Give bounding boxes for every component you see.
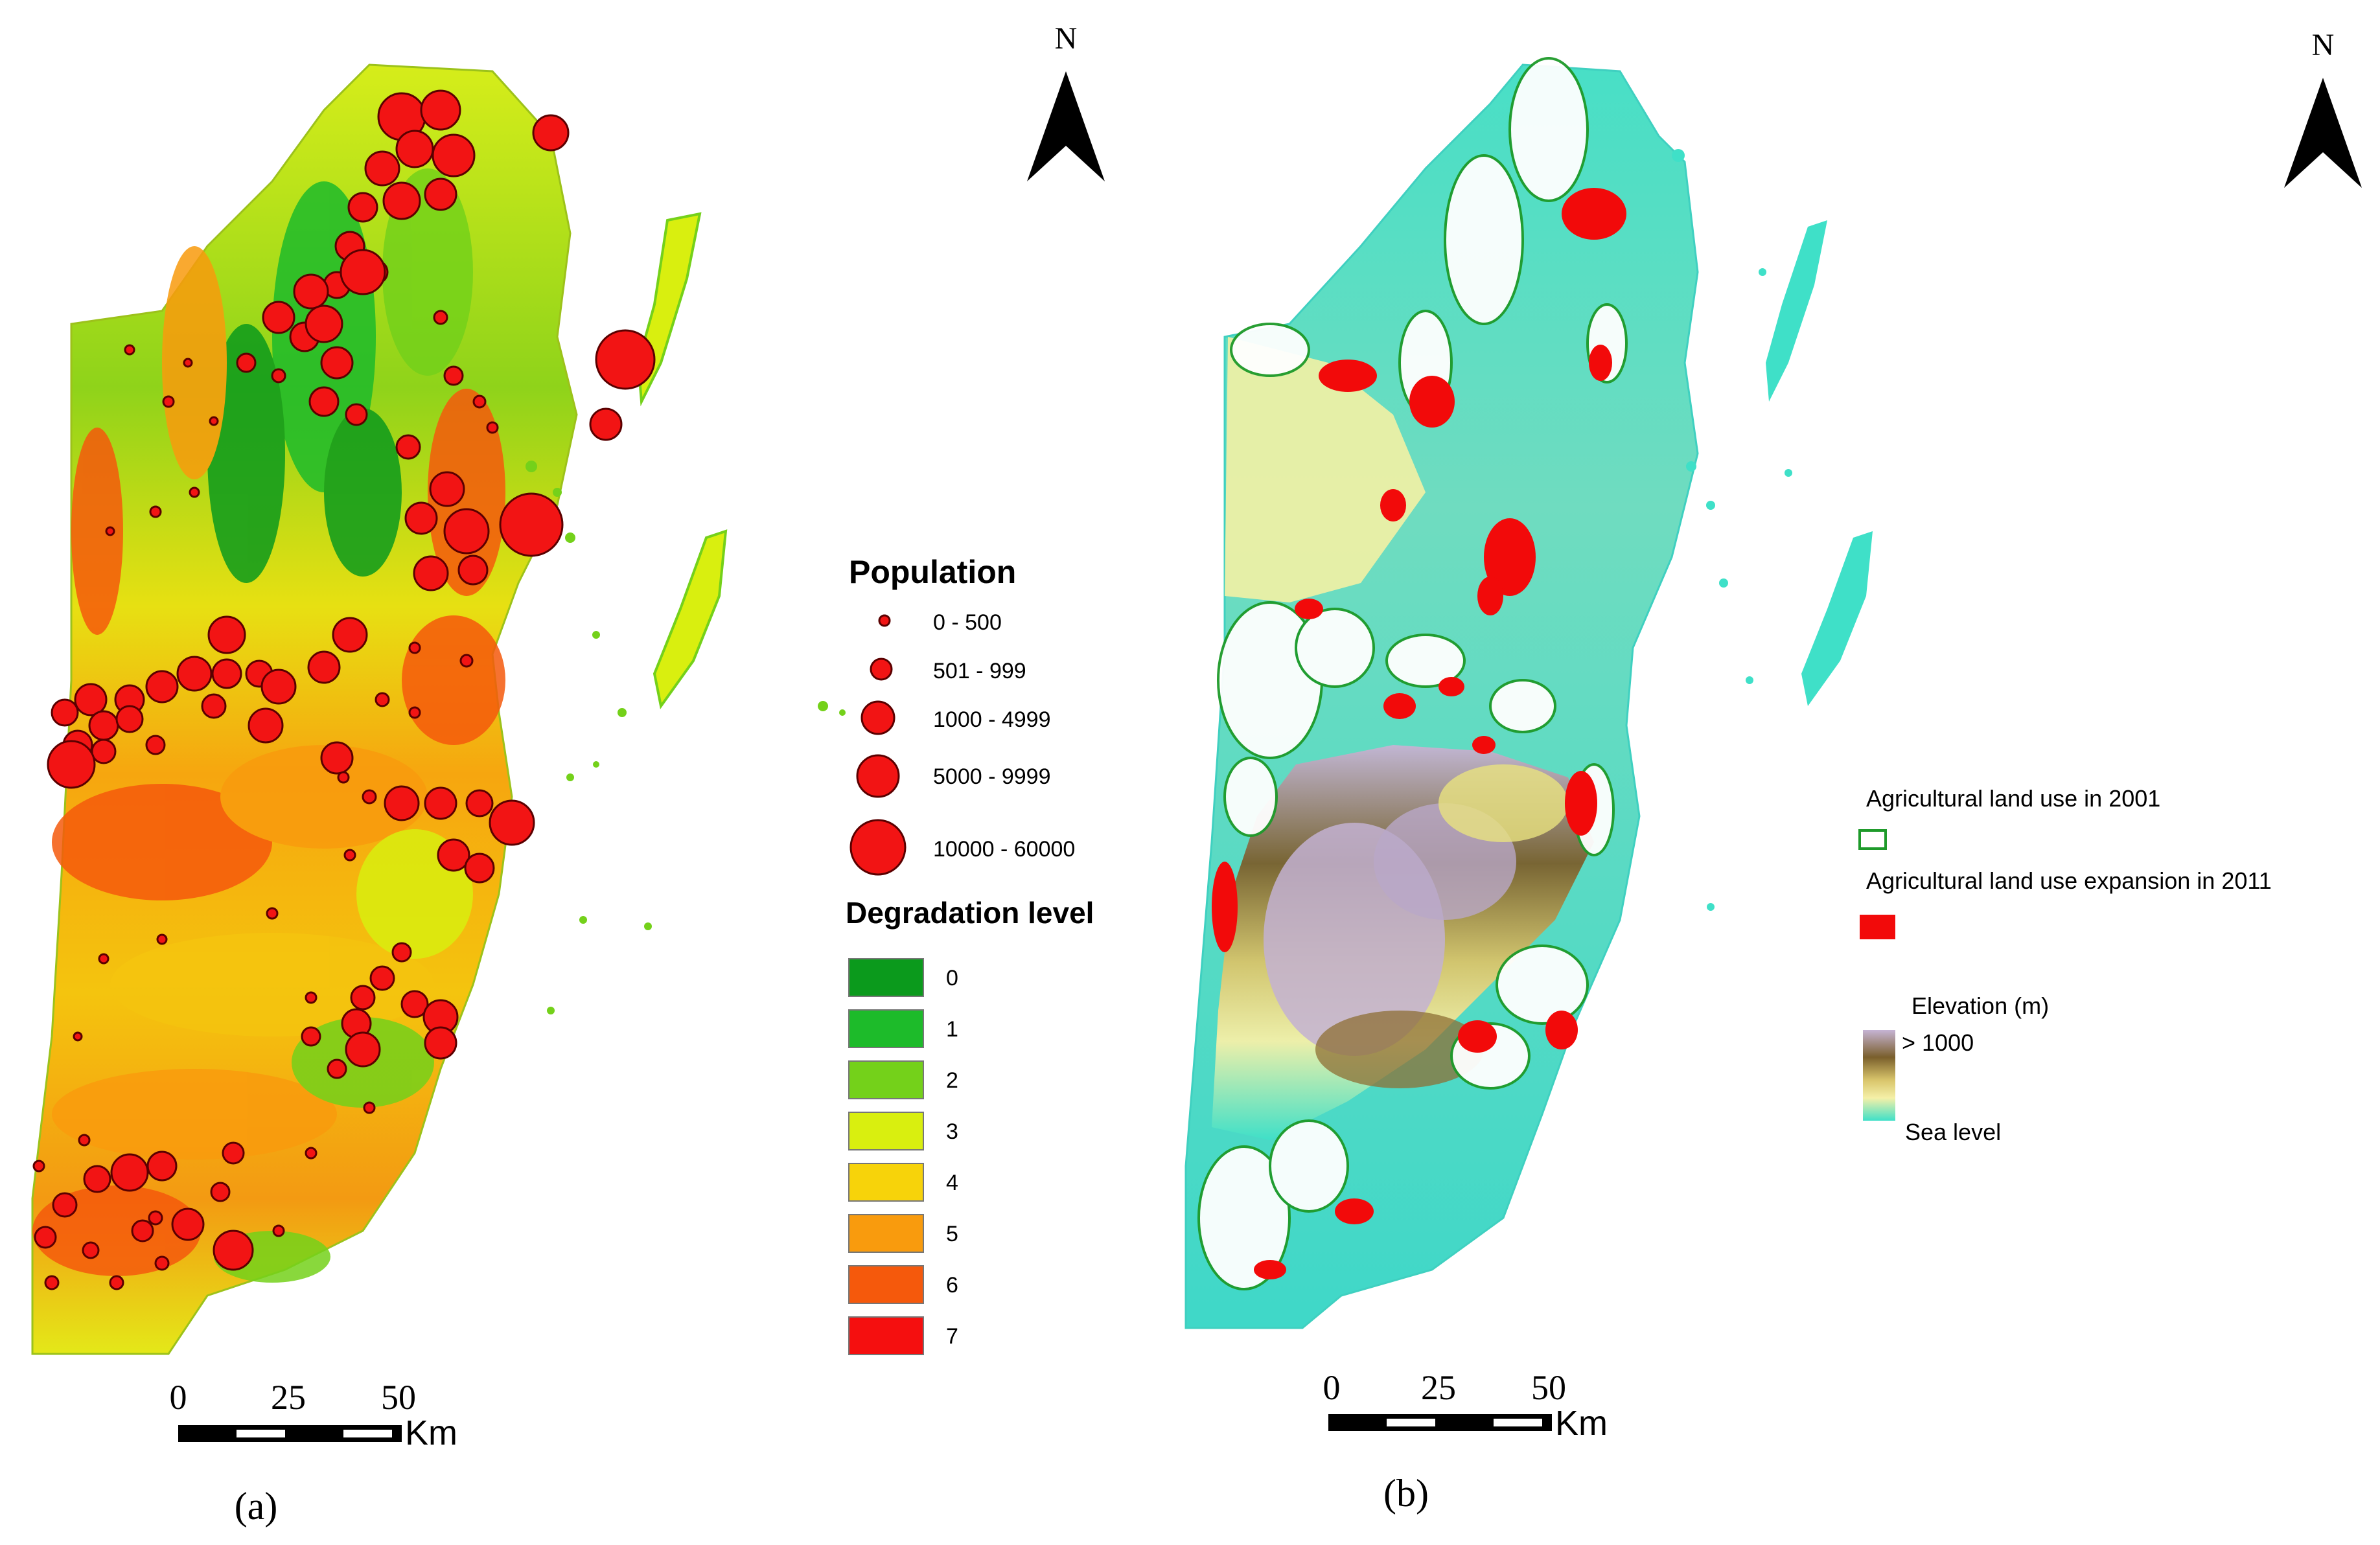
panel-b-foothills [1438, 764, 1568, 842]
panel-b-caption: (b) [1383, 1472, 1429, 1515]
panel-b-north-arrow: N [2284, 28, 2362, 188]
population-marker-class-1 [878, 614, 891, 627]
panel-b-caye-north [1766, 220, 1827, 402]
degradation-swatch-5 [848, 1214, 924, 1253]
panel-b-north-label: N [2312, 28, 2335, 62]
degradation-swatch-1 [848, 1009, 924, 1048]
scale-tick-label: 0 [1323, 1368, 1341, 1407]
panel-b-agri-2011 [1212, 188, 1626, 1279]
population-class-label: 5000 - 9999 [933, 764, 1051, 789]
legend-agri-2011-label: Agricultural land use expansion in 2011 [1866, 867, 2272, 894]
degradation-level-label: 3 [946, 1119, 958, 1144]
scale-tick-label: 50 [1531, 1368, 1566, 1407]
degradation-level-label: 2 [946, 1068, 958, 1093]
scale-unit-label: Km [405, 1413, 457, 1452]
legend-agri-2001-label: Agricultural land use in 2001 [1866, 785, 2160, 812]
scale-tick-label: 25 [271, 1378, 306, 1417]
legend-elevation-ramp [1863, 1030, 1895, 1121]
panel-b-small-cayes [1672, 149, 1792, 911]
scale-tick-label: 50 [381, 1378, 416, 1417]
legend-agri-2001-swatch [1858, 829, 1887, 850]
panel-b-foothills [1315, 1011, 1484, 1088]
scale-tick-label: 0 [170, 1378, 187, 1417]
degradation-level-label: 4 [946, 1171, 958, 1195]
legend-agri-2011-swatch [1860, 915, 1895, 939]
scale-tick-label: 25 [1421, 1368, 1456, 1407]
panel-a-small-cayes [526, 461, 846, 1014]
population-class-label: 0 - 500 [933, 610, 1002, 635]
degradation-level-label: 5 [946, 1222, 958, 1246]
population-legend-title: Population [849, 554, 1016, 590]
panel-b-scale-bar: 0 25 50 Km [1323, 1368, 1608, 1443]
panel-b: N [1184, 28, 2362, 1329]
population-class-label: 1000 - 4999 [933, 707, 1051, 732]
panel-a-caye-south [653, 529, 728, 709]
panel-a-north-arrow: N [1027, 21, 1105, 181]
population-marker-class-5 [849, 819, 907, 876]
degradation-swatch-0 [848, 958, 924, 997]
degradation-legend-title: Degradation level [846, 896, 1094, 930]
legend-elevation-low: Sea level [1905, 1119, 2001, 1145]
degradation-swatch-6 [848, 1265, 924, 1304]
legend-elevation-high: > 1000 [1902, 1029, 1974, 1056]
panel-b-west-lowland [1225, 337, 1426, 602]
panel-a: N [31, 21, 1105, 1355]
panel-a-population-points [32, 89, 656, 1290]
panel-a-caption: (a) [235, 1485, 278, 1528]
panel-b-caye-south [1801, 531, 1873, 706]
degradation-level-label: 6 [946, 1273, 958, 1298]
degradation-level-label: 7 [946, 1324, 958, 1349]
population-marker-class-3 [861, 700, 895, 735]
population-legend: Population 0 - 500 501 - 999 1000 - 4999… [849, 554, 1075, 876]
degradation-swatch-7 [848, 1316, 924, 1355]
degradation-legend: Degradation level 0 1 2 3 4 5 6 7 [846, 896, 1094, 1355]
degradation-level-label: 1 [946, 1017, 958, 1042]
panel-b-agri-2001 [1197, 57, 1628, 1290]
population-class-label: 501 - 999 [933, 659, 1026, 683]
population-marker-class-4 [856, 754, 900, 798]
population-class-label: 10000 - 60000 [933, 837, 1075, 862]
degradation-level-label: 0 [946, 966, 958, 990]
panel-a-north-label: N [1055, 21, 1078, 56]
degradation-swatch-3 [848, 1112, 924, 1150]
legend-elevation-title: Elevation (m) [1912, 992, 2049, 1019]
panel-b-legend: Agricultural land use in 2001 Agricultur… [1858, 785, 2272, 1145]
degradation-swatch-4 [848, 1163, 924, 1202]
panel-a-scale-bar: 0 25 50 Km [170, 1378, 458, 1452]
degradation-swatch-2 [848, 1060, 924, 1099]
scale-unit-label: Km [1555, 1404, 1608, 1443]
population-marker-class-2 [870, 658, 893, 681]
